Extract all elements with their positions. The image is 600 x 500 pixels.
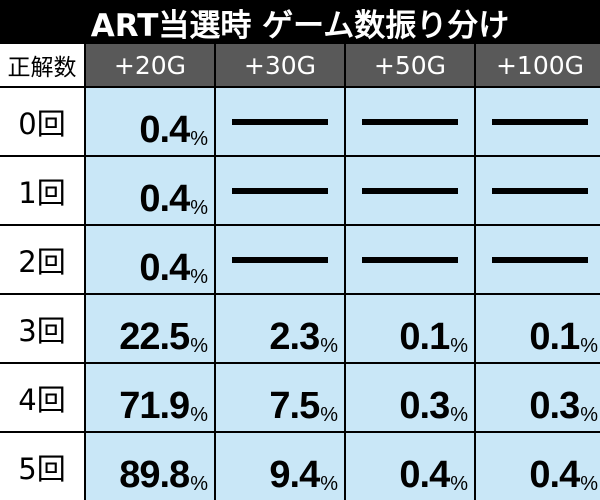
cell-value: 9.4 [269, 454, 320, 496]
row-header: 1回 [0, 157, 84, 224]
value-cell: 22.5% [86, 295, 214, 362]
empty-cell-dash [346, 226, 474, 293]
dash-mark [232, 256, 328, 263]
column-header: +30G [216, 44, 344, 86]
row-header: 3回 [0, 295, 84, 362]
column-header: +20G [86, 44, 214, 86]
empty-cell-dash [216, 226, 344, 293]
cell-value: 22.5 [119, 316, 190, 358]
value-cell: 0.3% [476, 364, 600, 431]
percent-unit: % [320, 335, 338, 357]
percent-unit: % [190, 266, 208, 288]
dash-mark [492, 118, 588, 125]
value-cell: 89.8% [86, 433, 214, 500]
percent-unit: % [580, 404, 598, 426]
value-cell: 0.1% [346, 295, 474, 362]
cell-value: 71.9 [119, 385, 190, 427]
cell-value: 0.3 [399, 385, 450, 427]
column-header: +50G [346, 44, 474, 86]
value-cell: 0.4% [346, 433, 474, 500]
value-cell: 0.4% [86, 157, 214, 224]
value-cell: 0.4% [86, 88, 214, 155]
dash-mark [362, 187, 458, 194]
value-cell: 0.1% [476, 295, 600, 362]
cell-value: 89.8 [119, 454, 190, 496]
dash-mark [232, 187, 328, 194]
percent-unit: % [190, 404, 208, 426]
percent-unit: % [190, 473, 208, 495]
percent-unit: % [190, 335, 208, 357]
value-cell: 7.5% [216, 364, 344, 431]
cell-value: 0.1 [529, 316, 580, 358]
row-header: 4回 [0, 364, 84, 431]
cell-value: 0.4 [139, 178, 190, 220]
dash-mark [232, 118, 328, 125]
empty-cell-dash [216, 88, 344, 155]
column-header: +100G [476, 44, 600, 86]
cell-value: 0.4 [139, 109, 190, 151]
percent-unit: % [320, 404, 338, 426]
row-header: 2回 [0, 226, 84, 293]
cell-value: 0.4 [529, 454, 580, 496]
percent-unit: % [450, 473, 468, 495]
value-cell: 2.3% [216, 295, 344, 362]
value-cell: 71.9% [86, 364, 214, 431]
dash-mark [362, 118, 458, 125]
percent-unit: % [450, 335, 468, 357]
empty-cell-dash [346, 157, 474, 224]
empty-cell-dash [476, 157, 600, 224]
value-cell: 0.3% [346, 364, 474, 431]
value-cell: 0.4% [86, 226, 214, 293]
dash-mark [362, 256, 458, 263]
empty-cell-dash [476, 88, 600, 155]
percent-unit: % [320, 473, 338, 495]
row-header: 0回 [0, 88, 84, 155]
value-cell: 0.4% [476, 433, 600, 500]
empty-cell-dash [476, 226, 600, 293]
page-title: ART当選時 ゲーム数振り分け [90, 7, 510, 44]
cell-value: 7.5 [269, 385, 320, 427]
percent-unit: % [190, 128, 208, 150]
dash-mark [492, 256, 588, 263]
percent-unit: % [450, 404, 468, 426]
value-cell: 9.4% [216, 433, 344, 500]
cell-value: 0.4 [399, 454, 450, 496]
dash-mark [492, 187, 588, 194]
cell-value: 0.4 [139, 247, 190, 289]
cell-value: 0.3 [529, 385, 580, 427]
percent-unit: % [580, 335, 598, 357]
corner-header: 正解数 [0, 44, 84, 86]
cell-value: 2.3 [269, 316, 320, 358]
distribution-table: 正解数 +20G +30G +50G +100G 0回 0.4% 1回 0.4% 2回 0… [0, 44, 600, 500]
empty-cell-dash [216, 157, 344, 224]
empty-cell-dash [346, 88, 474, 155]
cell-value: 0.1 [399, 316, 450, 358]
row-header: 5回 [0, 433, 84, 500]
percent-unit: % [190, 197, 208, 219]
percent-unit: % [580, 473, 598, 495]
